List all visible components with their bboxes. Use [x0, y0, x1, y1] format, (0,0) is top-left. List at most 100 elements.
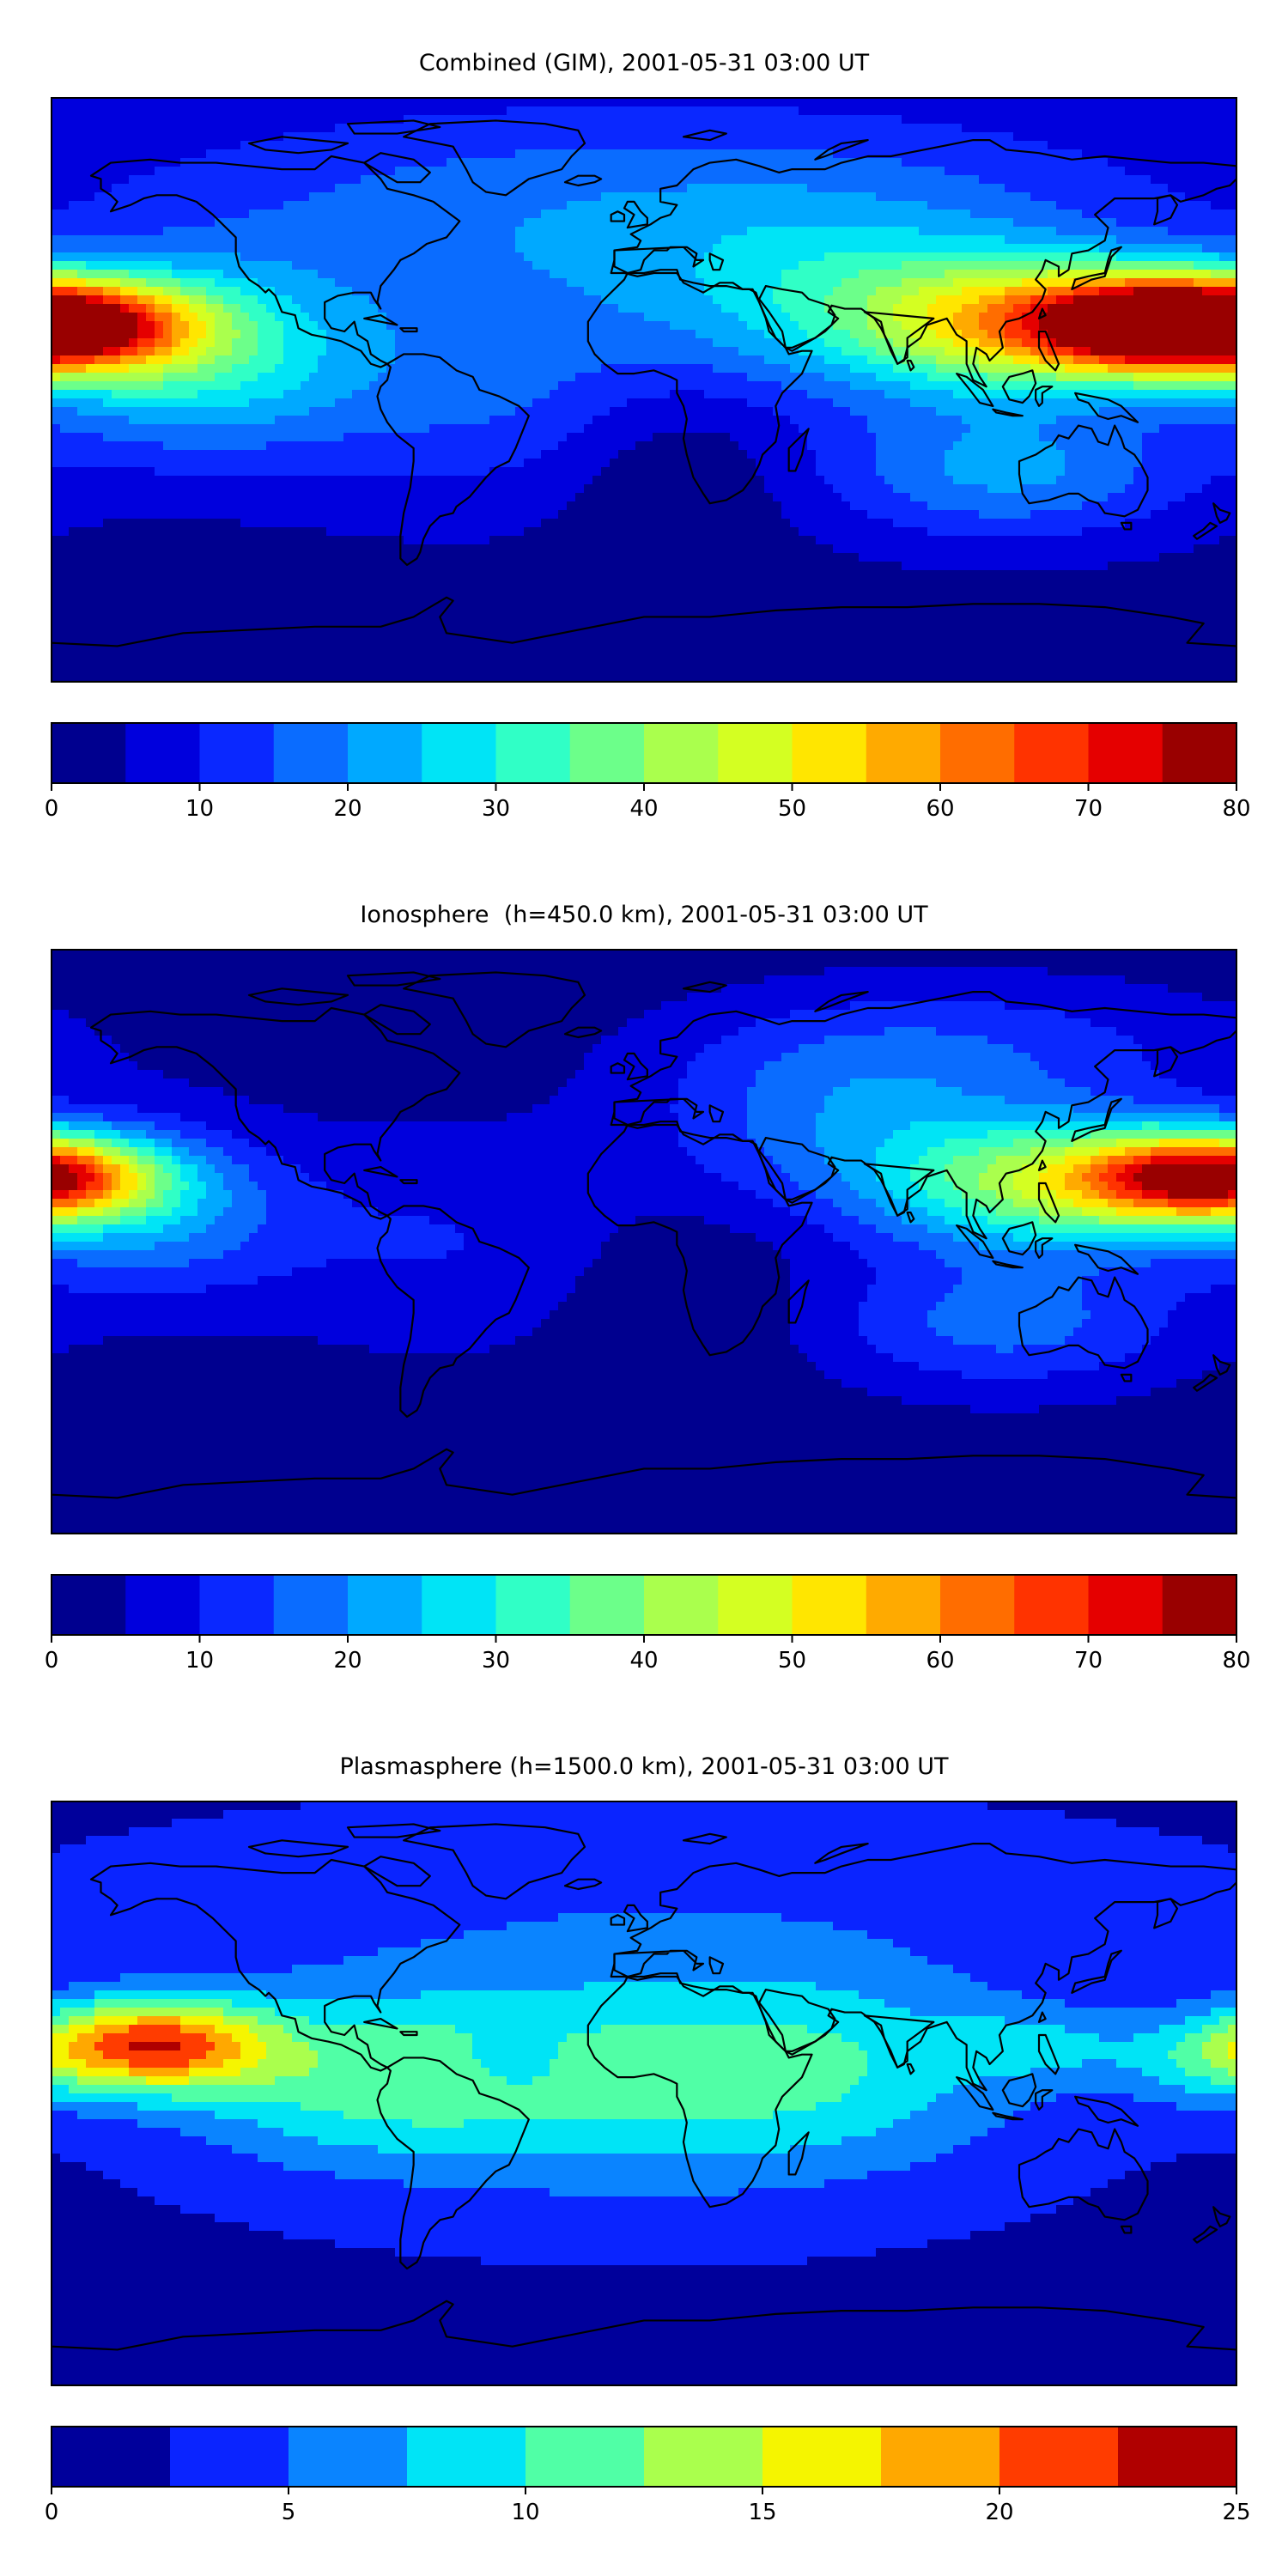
contour-cell: [592, 398, 602, 408]
contour-cell: [824, 158, 834, 167]
contour-cell: [489, 210, 499, 219]
contour-cell: [481, 355, 490, 365]
contour-cell: [240, 141, 250, 150]
contour-cell: [215, 338, 224, 348]
contour-cell: [352, 227, 361, 236]
contour-cell: [412, 124, 422, 133]
contour-cell: [455, 167, 465, 176]
contour-cell: [189, 106, 198, 116]
contour-cell: [386, 313, 396, 322]
contour-cell: [730, 313, 739, 322]
contour-cell: [361, 338, 370, 348]
contour-cell: [601, 175, 611, 185]
contour-cell: [661, 355, 671, 365]
contour-cell: [438, 338, 447, 348]
contour-cell: [378, 304, 387, 313]
contour-cell: [361, 98, 370, 107]
contour-cell: [412, 390, 422, 399]
contour-cell: [292, 338, 301, 348]
contour-cell: [1030, 98, 1040, 107]
contour-cell: [1125, 167, 1134, 176]
contour-cell: [1065, 244, 1074, 253]
contour-cell: [876, 184, 885, 193]
contour-cell: [919, 227, 928, 236]
contour-cell: [575, 295, 585, 305]
contour-cell: [215, 347, 224, 356]
contour-cell: [1168, 252, 1177, 262]
contour-cell: [137, 149, 147, 159]
contour-cell: [52, 192, 61, 202]
contour-cell: [1005, 235, 1014, 245]
contour-cell: [266, 338, 276, 348]
contour-cell: [438, 158, 447, 167]
contour-cell: [635, 158, 645, 167]
contour-cell: [738, 201, 748, 210]
contour-cell: [1022, 192, 1031, 202]
contour-cell: [1194, 381, 1203, 391]
contour-cell: [146, 158, 155, 167]
contour-cell: [927, 167, 937, 176]
contour-cell: [867, 381, 877, 391]
contour-cell: [197, 287, 207, 296]
contour-cell: [773, 373, 782, 382]
contour-cell: [541, 115, 550, 125]
contour-cell: [146, 106, 155, 116]
contour-cell: [438, 364, 447, 374]
contour-cell: [309, 124, 319, 133]
contour-cell: [962, 252, 971, 262]
contour-cell: [309, 278, 319, 288]
contour-cell: [1228, 244, 1236, 253]
contour-cell: [550, 149, 559, 159]
contour-cell: [455, 192, 465, 202]
contour-cell: [807, 106, 817, 116]
contour-cell: [378, 390, 387, 399]
contour-cell: [301, 141, 310, 150]
contour-cell: [404, 364, 413, 374]
contour-cell: [395, 106, 404, 116]
contour-cell: [412, 398, 422, 408]
contour-cell: [756, 227, 765, 236]
contour-cell: [481, 201, 490, 210]
contour-cell: [1013, 381, 1023, 391]
contour-cell: [1176, 270, 1186, 279]
contour-cell: [112, 278, 121, 288]
contour-cell: [155, 201, 164, 210]
contour-cell: [412, 210, 422, 219]
contour-cell: [283, 270, 293, 279]
contour-cell: [764, 355, 774, 365]
contour-cell: [421, 261, 430, 270]
contour-cell: [77, 295, 87, 305]
contour-cell: [1116, 210, 1126, 219]
contour-cell: [1099, 398, 1109, 408]
contour-cell: [361, 167, 370, 176]
contour-cell: [721, 295, 731, 305]
contour-cell: [309, 115, 319, 125]
contour-cell: [498, 167, 507, 176]
contour-cell: [1048, 330, 1057, 339]
contour-cell: [240, 338, 250, 348]
contour-cell: [678, 124, 688, 133]
contour-cell: [378, 115, 387, 125]
contour-cell: [1091, 106, 1100, 116]
contour-cell: [859, 192, 868, 202]
contour-cell: [275, 98, 284, 107]
contour-cell: [567, 313, 576, 322]
contour-cell: [318, 321, 327, 331]
contour-cell: [893, 141, 902, 150]
contour-cell: [592, 227, 602, 236]
contour-cell: [567, 390, 576, 399]
contour-cell: [1211, 141, 1220, 150]
contour-cell: [893, 304, 902, 313]
contour-cell: [412, 338, 422, 348]
contour-cell: [489, 175, 499, 185]
contour-cell: [103, 124, 112, 133]
contour-cell: [884, 235, 894, 245]
contour-cell: [567, 252, 576, 262]
contour-cell: [1194, 338, 1203, 348]
contour-cell: [86, 381, 95, 391]
contour-cell: [1039, 167, 1048, 176]
contour-cell: [687, 210, 696, 219]
contour-cell: [507, 278, 516, 288]
contour-cell: [841, 373, 851, 382]
contour-cell: [1048, 132, 1057, 142]
